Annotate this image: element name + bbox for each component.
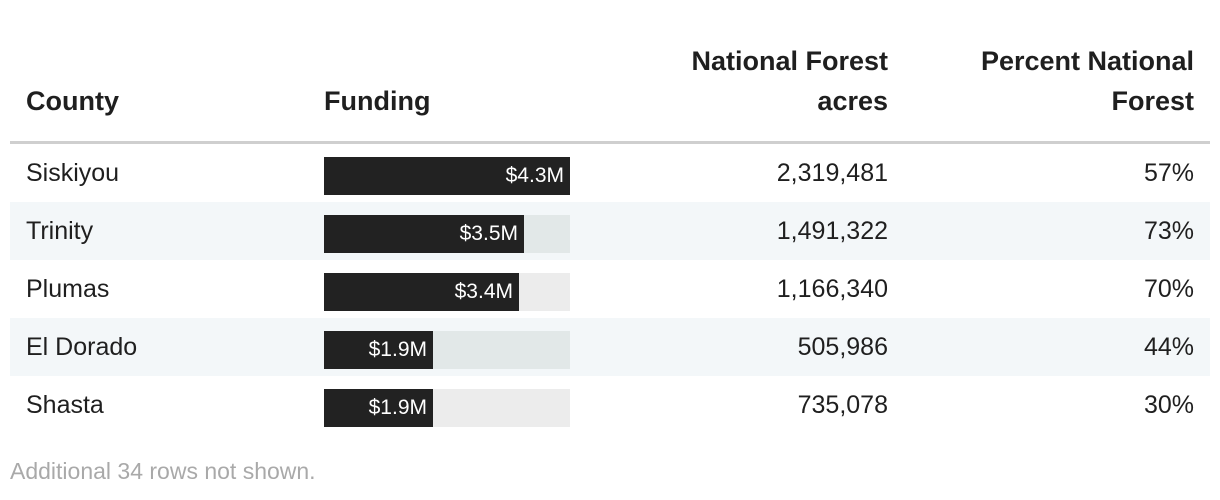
funding-bar-track: $1.9M (324, 331, 570, 369)
table-header: County Funding National Forest acres Per… (10, 0, 1210, 144)
header-percent-national-forest[interactable]: Percent National Forest (980, 46, 1194, 116)
acres-cell: 1,166,340 (776, 275, 888, 303)
funding-bar-track: $1.9M (324, 389, 570, 427)
funding-bar-label: $3.5M (459, 222, 518, 245)
acres-cell: 1,491,322 (776, 217, 888, 245)
county-cell: Plumas (26, 275, 110, 303)
funding-bar-label: $1.9M (368, 338, 427, 361)
acres-cell: 2,319,481 (776, 159, 888, 187)
funding-table: County Funding National Forest acres Per… (10, 0, 1210, 434)
header-county[interactable]: County (26, 86, 119, 116)
funding-bar: $4.3M (324, 157, 570, 195)
rows-not-shown-note: Additional 34 rows not shown. (10, 458, 316, 484)
funding-bar-label: $3.4M (454, 280, 513, 303)
header-national-forest-acres[interactable]: National Forest acres (691, 46, 888, 116)
table-row: Trinity $3.5M 1,491,322 73% (10, 202, 1210, 260)
percent-cell: 44% (1143, 333, 1194, 361)
funding-bar-track: $3.4M (324, 273, 570, 311)
funding-bar: $1.9M (324, 389, 433, 427)
table-body: Siskiyou $4.3M 2,319,481 57% Trinity $3.5M 1,4… (10, 144, 1210, 434)
percent-cell: 30% (1143, 391, 1194, 419)
table-row: Plumas $3.4M 1,166,340 70% (10, 260, 1210, 318)
table-row: Siskiyou $4.3M 2,319,481 57% (10, 144, 1210, 202)
percent-cell: 57% (1143, 159, 1194, 187)
funding-bar: $1.9M (324, 331, 433, 369)
funding-bar: $3.5M (324, 215, 524, 253)
funding-bar-label: $1.9M (368, 396, 427, 419)
county-cell: Shasta (26, 391, 104, 419)
funding-bar-track: $3.5M (324, 215, 570, 253)
county-cell: Siskiyou (26, 159, 120, 187)
table-row: El Dorado $1.9M 505,986 44% (10, 318, 1210, 376)
funding-bar-label: $4.3M (505, 164, 564, 187)
header-funding[interactable]: Funding (324, 86, 431, 116)
county-cell: El Dorado (26, 333, 138, 361)
funding-bar: $3.4M (324, 273, 519, 311)
acres-cell: 735,078 (797, 391, 888, 419)
table-row: Shasta $1.9M 735,078 30% (10, 376, 1210, 434)
percent-cell: 73% (1143, 217, 1194, 245)
county-cell: Trinity (26, 217, 94, 245)
percent-cell: 70% (1143, 275, 1194, 303)
funding-bar-track: $4.3M (324, 157, 570, 195)
acres-cell: 505,986 (797, 333, 888, 361)
